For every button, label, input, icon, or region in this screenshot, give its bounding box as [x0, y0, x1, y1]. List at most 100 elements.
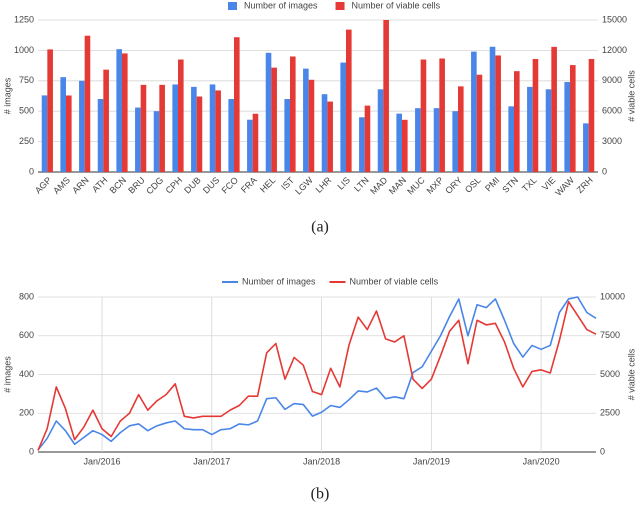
y2-tick-label: 2500: [600, 408, 620, 418]
x-tick-label: TXL: [520, 175, 539, 194]
bar: [140, 84, 147, 172]
bar: [551, 46, 557, 172]
x-tick-label: MUC: [405, 175, 427, 197]
y2-tick-label: 0: [602, 166, 607, 176]
bar: [439, 58, 445, 172]
bar: [564, 82, 570, 172]
bar: [97, 99, 104, 172]
bar: [228, 99, 234, 172]
y-tick-label: 750: [19, 75, 34, 85]
x-tick-label: ATH: [90, 175, 109, 194]
legend-label: Number of images: [244, 0, 318, 10]
x-tick-label: STN: [500, 175, 520, 195]
x-tick-label: AMS: [51, 175, 72, 196]
x-tick-label: FRA: [239, 175, 259, 195]
x-tick-label: ARN: [70, 175, 91, 196]
bar: [359, 117, 365, 172]
x-tick-label: Jan/2016: [84, 456, 121, 466]
legend-swatch: [335, 2, 345, 10]
bar: [178, 59, 184, 172]
x-tick-label: LHR: [314, 175, 334, 195]
y-tick-label: 500: [19, 106, 34, 116]
bar: [476, 74, 483, 172]
x-tick-label: DUS: [201, 175, 222, 196]
bar: [191, 86, 197, 172]
bar: [583, 123, 589, 172]
x-tick-label: BCN: [108, 175, 129, 196]
bar: [215, 90, 221, 172]
x-tick-label: Jan/2020: [523, 456, 560, 466]
legend-swatch: [228, 2, 237, 10]
bar: [377, 89, 384, 172]
bar: [284, 99, 290, 172]
bar: [159, 84, 165, 172]
x-tick-label: DUB: [182, 175, 203, 196]
bar: [209, 84, 216, 172]
y2-tick-label: 0: [600, 446, 605, 456]
bar: [271, 67, 277, 172]
x-tick-label: CDG: [144, 175, 165, 196]
y2-tick-label: 10000: [600, 291, 625, 301]
x-tick-label: PMI: [483, 175, 501, 193]
bar: [346, 29, 352, 173]
y2-tick-label: 15000: [602, 14, 627, 24]
bar: [196, 96, 203, 172]
line: [37, 296, 597, 451]
x-tick-label: CPH: [164, 175, 185, 196]
y-tick-label: 200: [19, 408, 34, 418]
legend-label: Number of viable cells: [352, 0, 441, 10]
bar: [234, 37, 240, 172]
bar: [47, 49, 53, 172]
bar: [532, 59, 539, 172]
x-tick-label: MXP: [425, 175, 446, 196]
y2-axis-title: # viable cells: [626, 348, 636, 400]
x-tick-label: AGP: [33, 175, 54, 196]
bar: [135, 107, 141, 172]
bar: [415, 108, 421, 172]
x-tick-label: Jan/2017: [193, 456, 230, 466]
line: [37, 300, 597, 451]
y-tick-label: 600: [19, 330, 34, 340]
x-tick-label: HEL: [258, 175, 277, 194]
y-axis-title: # images: [2, 77, 12, 114]
bar: [402, 119, 408, 172]
bar: [508, 106, 514, 172]
bar: [527, 86, 533, 172]
bar: [79, 80, 85, 172]
bar: [84, 35, 91, 172]
bar: [66, 95, 72, 172]
caption: (a): [311, 219, 329, 236]
y-tick-label: 800: [19, 291, 34, 301]
bar: [321, 94, 328, 172]
x-tick-label: Jan/2018: [303, 456, 340, 466]
y2-tick-label: 7500: [600, 330, 620, 340]
bar: [433, 108, 440, 172]
x-tick-label: BRU: [126, 175, 147, 196]
x-tick-label: OSL: [463, 175, 483, 195]
bar: [122, 53, 128, 172]
bar: [327, 101, 333, 172]
bar: [383, 20, 389, 172]
y2-axis-title: # viable cells: [626, 70, 636, 122]
bar: [514, 71, 520, 172]
bar: [495, 55, 501, 172]
bar: [458, 86, 464, 172]
x-tick-label: LTN: [352, 175, 371, 194]
bar: [588, 59, 595, 172]
bar: [452, 111, 458, 172]
y2-tick-label: 6000: [602, 106, 622, 116]
bar: [489, 46, 496, 172]
bar: [545, 89, 552, 172]
bar: [396, 113, 402, 172]
legend-label: Number of viable cells: [350, 276, 439, 286]
bar: [153, 111, 160, 172]
bar: [116, 49, 122, 172]
y2-tick-label: 3000: [602, 136, 622, 146]
bar: [471, 51, 477, 173]
caption: (b): [311, 486, 330, 503]
y-tick-label: 1250: [14, 14, 34, 24]
bar: [420, 59, 427, 172]
bar: [103, 69, 109, 172]
y2-tick-label: 9000: [602, 75, 622, 85]
